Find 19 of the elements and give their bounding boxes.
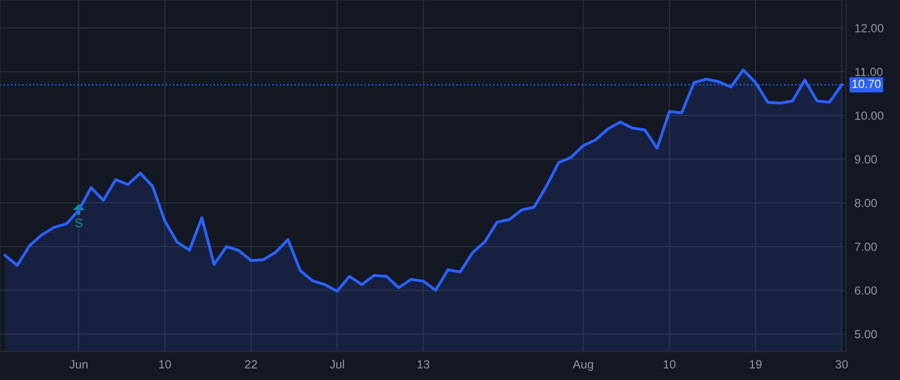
x-tick-label: 30 [836, 360, 848, 369]
y-tick-label: 10.00 [855, 111, 884, 120]
y-tick-label: 6.00 [854, 286, 877, 295]
x-tick-label: Jun [69, 360, 88, 369]
x-tick-label: Aug [572, 360, 594, 371]
x-tick-label: Jul [330, 360, 344, 369]
y-tick-label: 9.00 [854, 155, 877, 164]
y-tick-label: 7.00 [854, 242, 877, 251]
y-tick-label: 11.00 [855, 68, 883, 76]
x-tick-label: 10 [159, 360, 171, 369]
x-tick-label: 19 [750, 360, 762, 369]
y-tick-label: 12.00 [855, 24, 884, 32]
x-tick-label: 10 [664, 360, 676, 369]
x-tick-label: 13 [418, 360, 430, 369]
y-tick-label: 8.00 [854, 198, 877, 208]
ref-line-label: 10.70 [852, 80, 881, 88]
y-tick-label: 5.00 [854, 330, 877, 338]
annotation: S [75, 218, 82, 228]
x-tick-label: 22 [245, 360, 258, 368]
